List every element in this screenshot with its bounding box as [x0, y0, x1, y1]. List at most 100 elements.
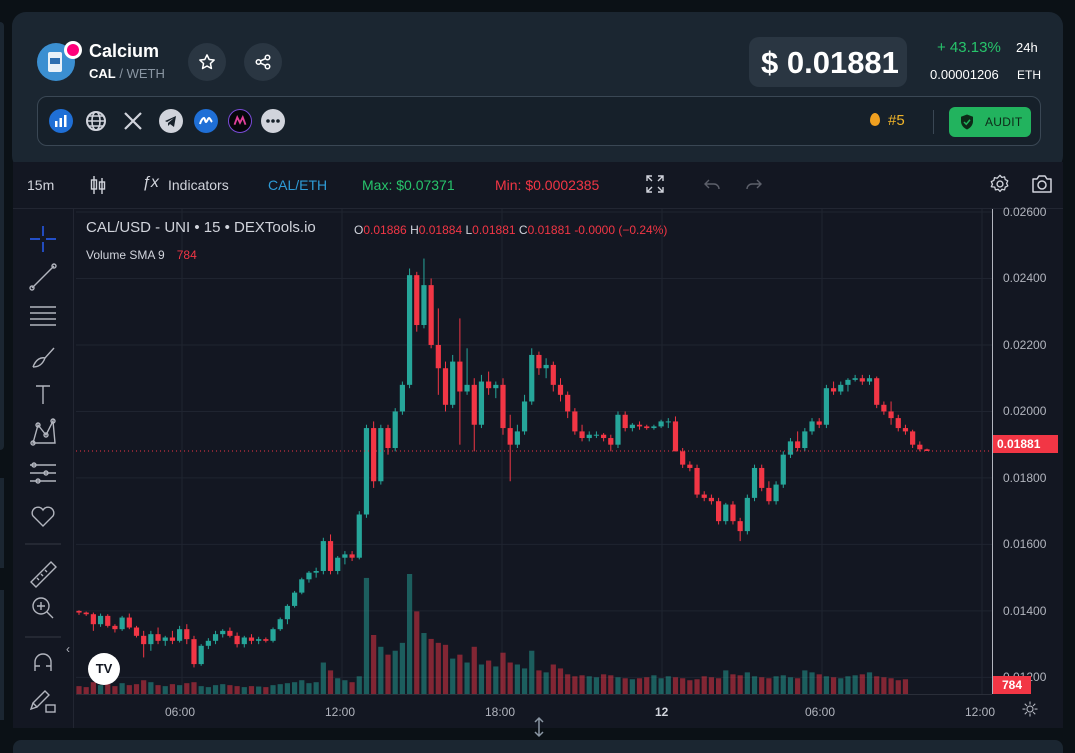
volume-bar — [651, 675, 657, 694]
volume-bar — [406, 574, 413, 694]
candlestick-chart — [76, 209, 992, 694]
candle — [327, 541, 334, 572]
coingecko-icon[interactable] — [228, 109, 252, 133]
volume-bar — [830, 677, 837, 694]
ohlc-l-label: L — [465, 223, 473, 237]
resize-handle-icon[interactable] — [532, 716, 546, 741]
candle — [802, 431, 808, 449]
candle — [392, 411, 398, 449]
volume-bar — [687, 680, 693, 694]
brush-icon[interactable] — [32, 347, 55, 368]
more-icon[interactable] — [261, 109, 285, 133]
candle — [97, 615, 104, 625]
candle — [291, 592, 298, 606]
uniswap-chain-icon — [64, 41, 82, 59]
left-rail-panel — [0, 478, 4, 568]
globe-icon[interactable] — [84, 109, 108, 133]
candle — [579, 431, 585, 439]
share-button[interactable] — [244, 43, 282, 81]
redo-icon[interactable] — [745, 175, 763, 196]
candle — [766, 487, 772, 502]
heart-icon[interactable] — [31, 506, 55, 527]
trend-line-icon[interactable] — [29, 263, 57, 291]
drawing-toolbar — [13, 209, 74, 728]
fib-icon[interactable] — [30, 462, 56, 484]
change-period: 24h — [1016, 40, 1038, 55]
volume-bar — [521, 668, 528, 694]
candle-type-icon[interactable] — [89, 174, 107, 199]
camera-icon[interactable] — [1030, 173, 1054, 198]
volume-bar — [349, 682, 355, 694]
price-plot[interactable] — [76, 209, 992, 694]
candle — [615, 414, 621, 445]
volume-bar — [162, 686, 168, 694]
volume-bar — [816, 674, 822, 694]
candle — [529, 354, 535, 402]
candle — [471, 384, 477, 425]
volume-bar — [672, 677, 679, 694]
audit-label: AUDIT — [985, 115, 1023, 129]
horizontal-lines-icon[interactable] — [30, 306, 56, 326]
candle — [665, 421, 671, 423]
undo-icon[interactable] — [703, 175, 721, 196]
indicators-button[interactable]: Indicators — [168, 177, 229, 193]
candle — [780, 454, 786, 485]
magnet-icon[interactable] — [34, 653, 52, 671]
candle — [730, 504, 736, 522]
candle — [299, 579, 305, 593]
ruler-icon[interactable] — [30, 561, 57, 588]
volume-bar — [572, 676, 578, 694]
volume-bar — [313, 682, 319, 694]
volume-bar — [500, 652, 506, 694]
favorite-button[interactable] — [188, 43, 226, 81]
interval-selector[interactable]: 15m — [27, 177, 55, 193]
volume-bar — [177, 685, 183, 694]
ohlc-close: 0.01881 — [527, 223, 571, 237]
volume-bar — [126, 685, 132, 694]
volume-bar — [615, 677, 621, 694]
candle — [313, 571, 319, 573]
volume-bar — [859, 674, 865, 694]
pattern-icon[interactable] — [30, 418, 56, 446]
zoom-in-icon[interactable] — [32, 597, 54, 619]
volume-bar — [730, 674, 736, 694]
crosshair-icon[interactable] — [30, 226, 56, 252]
indicators-icon[interactable]: ƒx — [142, 174, 159, 191]
ohlc-open: 0.01886 — [363, 223, 407, 237]
chart-icon[interactable] — [49, 109, 73, 133]
candle — [234, 635, 240, 645]
volume-bar — [205, 687, 211, 694]
lock-drawing-icon[interactable] — [29, 690, 56, 713]
token-name: Calcium — [89, 41, 160, 61]
tradingview-logo[interactable]: TV — [88, 653, 120, 685]
fullscreen-icon[interactable] — [645, 174, 665, 197]
volume-bar — [291, 682, 298, 694]
candle — [565, 394, 571, 412]
left-rail-panel — [0, 22, 4, 450]
coinmarketcap-icon[interactable] — [194, 109, 218, 133]
x-icon[interactable] — [121, 109, 145, 133]
audit-button[interactable]: AUDIT — [949, 107, 1031, 137]
volume-bar — [680, 678, 686, 694]
time-axis[interactable]: 06:00 12:00 18:00 12 06:00 12:00 — [76, 694, 995, 729]
candle — [723, 504, 729, 522]
text-icon[interactable] — [36, 385, 50, 404]
candle — [622, 414, 628, 429]
volume-bar — [601, 674, 607, 694]
candle — [629, 424, 635, 429]
candle — [888, 411, 894, 419]
volume-bar — [809, 672, 815, 694]
price-change: + 43.13% — [937, 39, 1001, 56]
volume-bar — [773, 676, 779, 694]
candle — [550, 364, 556, 385]
pair-selector[interactable]: CAL/ETH — [268, 177, 328, 193]
token-pair: CAL / WETH — [89, 66, 165, 81]
settings-gear-icon[interactable] — [989, 173, 1011, 198]
candle — [536, 354, 542, 369]
volume-bar — [241, 687, 247, 694]
telegram-icon[interactable] — [159, 109, 183, 133]
axis-settings-icon[interactable] — [1021, 700, 1039, 721]
y-tick-label: 0.02600 — [1003, 205, 1047, 219]
collapse-toolbar-icon[interactable]: ‹ — [66, 642, 70, 656]
x-tick-label: 06:00 — [165, 705, 196, 719]
